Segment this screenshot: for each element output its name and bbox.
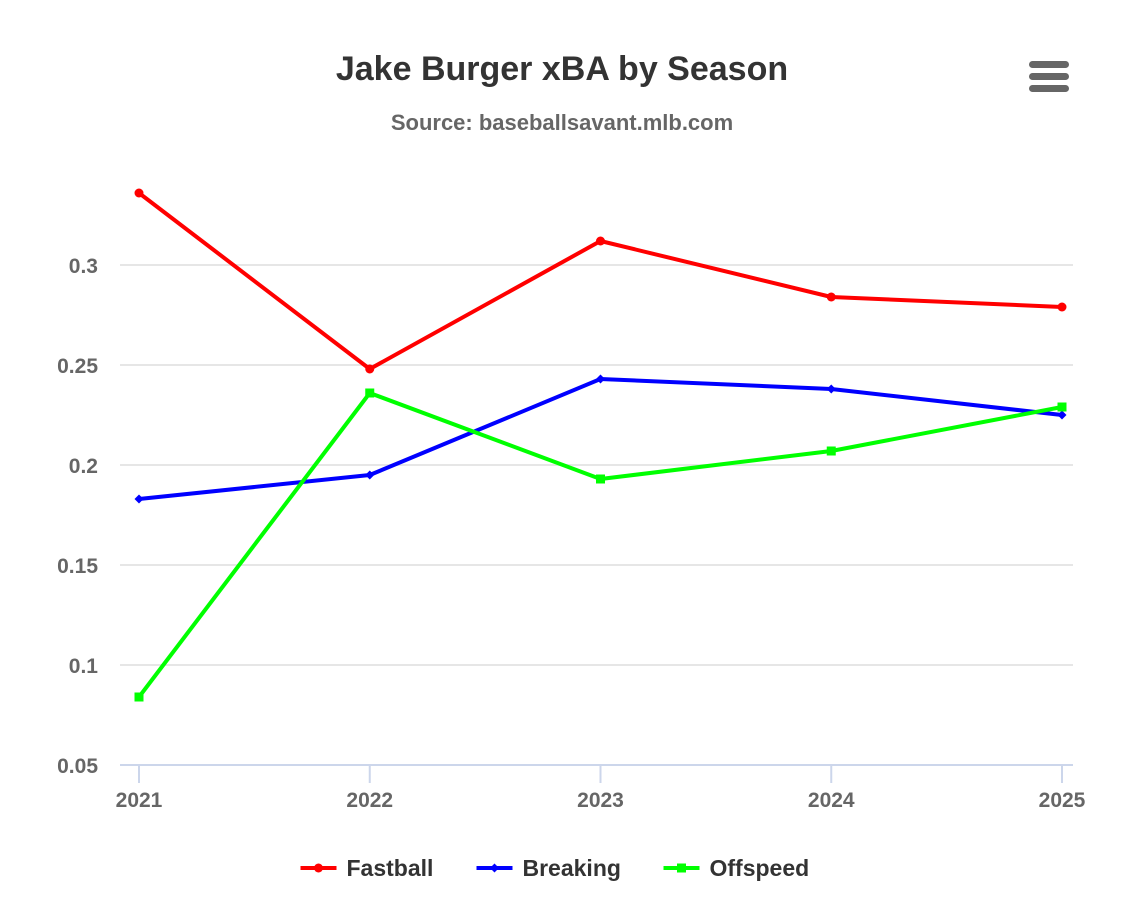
x-tick-label: 2022 bbox=[346, 789, 393, 812]
legend-marker bbox=[490, 863, 499, 873]
x-tick-label: 2021 bbox=[116, 789, 163, 812]
series-line bbox=[137, 391, 1064, 699]
series-fastball[interactable] bbox=[134, 188, 1067, 374]
chart-subtitle: Source: baseballsavant.mlb.com bbox=[391, 110, 733, 135]
chart-title: Jake Burger xBA by Season bbox=[336, 50, 788, 88]
y-tick-label: 0.25 bbox=[57, 355, 98, 378]
x-tick-label: 2023 bbox=[577, 789, 624, 812]
plot-series bbox=[134, 188, 1067, 702]
data-point bbox=[596, 236, 605, 246]
legend-marker bbox=[314, 863, 323, 873]
y-tick-label: 0.15 bbox=[57, 555, 98, 578]
legend-marker bbox=[677, 863, 686, 873]
series-offspeed[interactable] bbox=[134, 388, 1067, 702]
chart-menu-button[interactable] bbox=[1020, 52, 1078, 98]
x-axis bbox=[120, 764, 1073, 783]
y-tick-label: 0.1 bbox=[69, 655, 99, 678]
x-tick-label: 2024 bbox=[808, 789, 855, 812]
data-point bbox=[1057, 302, 1067, 312]
data-point bbox=[596, 474, 605, 484]
legend-label: Breaking bbox=[523, 855, 621, 881]
data-point bbox=[134, 494, 144, 504]
data-point bbox=[826, 384, 836, 394]
gridlines bbox=[120, 264, 1073, 666]
data-point bbox=[826, 446, 836, 456]
series-breaking[interactable] bbox=[134, 374, 1067, 504]
legend-item-breaking[interactable]: Breaking bbox=[476, 855, 621, 881]
data-point bbox=[365, 364, 375, 374]
data-point bbox=[134, 692, 144, 702]
y-tick-label: 0.05 bbox=[57, 755, 98, 778]
legend: Fastball Breaking Offspeed bbox=[300, 855, 810, 881]
legend-label: Fastball bbox=[347, 855, 434, 881]
y-axis-labels: 0.05 0.1 0.15 0.2 0.25 0.3 bbox=[57, 255, 98, 778]
data-point bbox=[134, 188, 144, 198]
y-tick-label: 0.3 bbox=[69, 255, 98, 278]
legend-item-offspeed[interactable]: Offspeed bbox=[663, 855, 810, 881]
legend-label: Offspeed bbox=[710, 855, 810, 881]
data-point bbox=[826, 292, 836, 302]
data-point bbox=[365, 388, 375, 398]
data-point bbox=[1057, 410, 1067, 420]
data-point bbox=[365, 470, 375, 480]
series-line bbox=[137, 191, 1064, 371]
legend-item-fastball[interactable]: Fastball bbox=[300, 855, 434, 881]
data-point bbox=[596, 374, 605, 384]
x-tick-label: 2025 bbox=[1039, 789, 1086, 812]
y-tick-label: 0.2 bbox=[69, 455, 98, 478]
x-axis-labels: 2021 2022 2023 2024 2025 bbox=[116, 789, 1086, 812]
hamburger-menu-icon bbox=[1029, 61, 1069, 92]
data-point bbox=[1057, 402, 1067, 412]
